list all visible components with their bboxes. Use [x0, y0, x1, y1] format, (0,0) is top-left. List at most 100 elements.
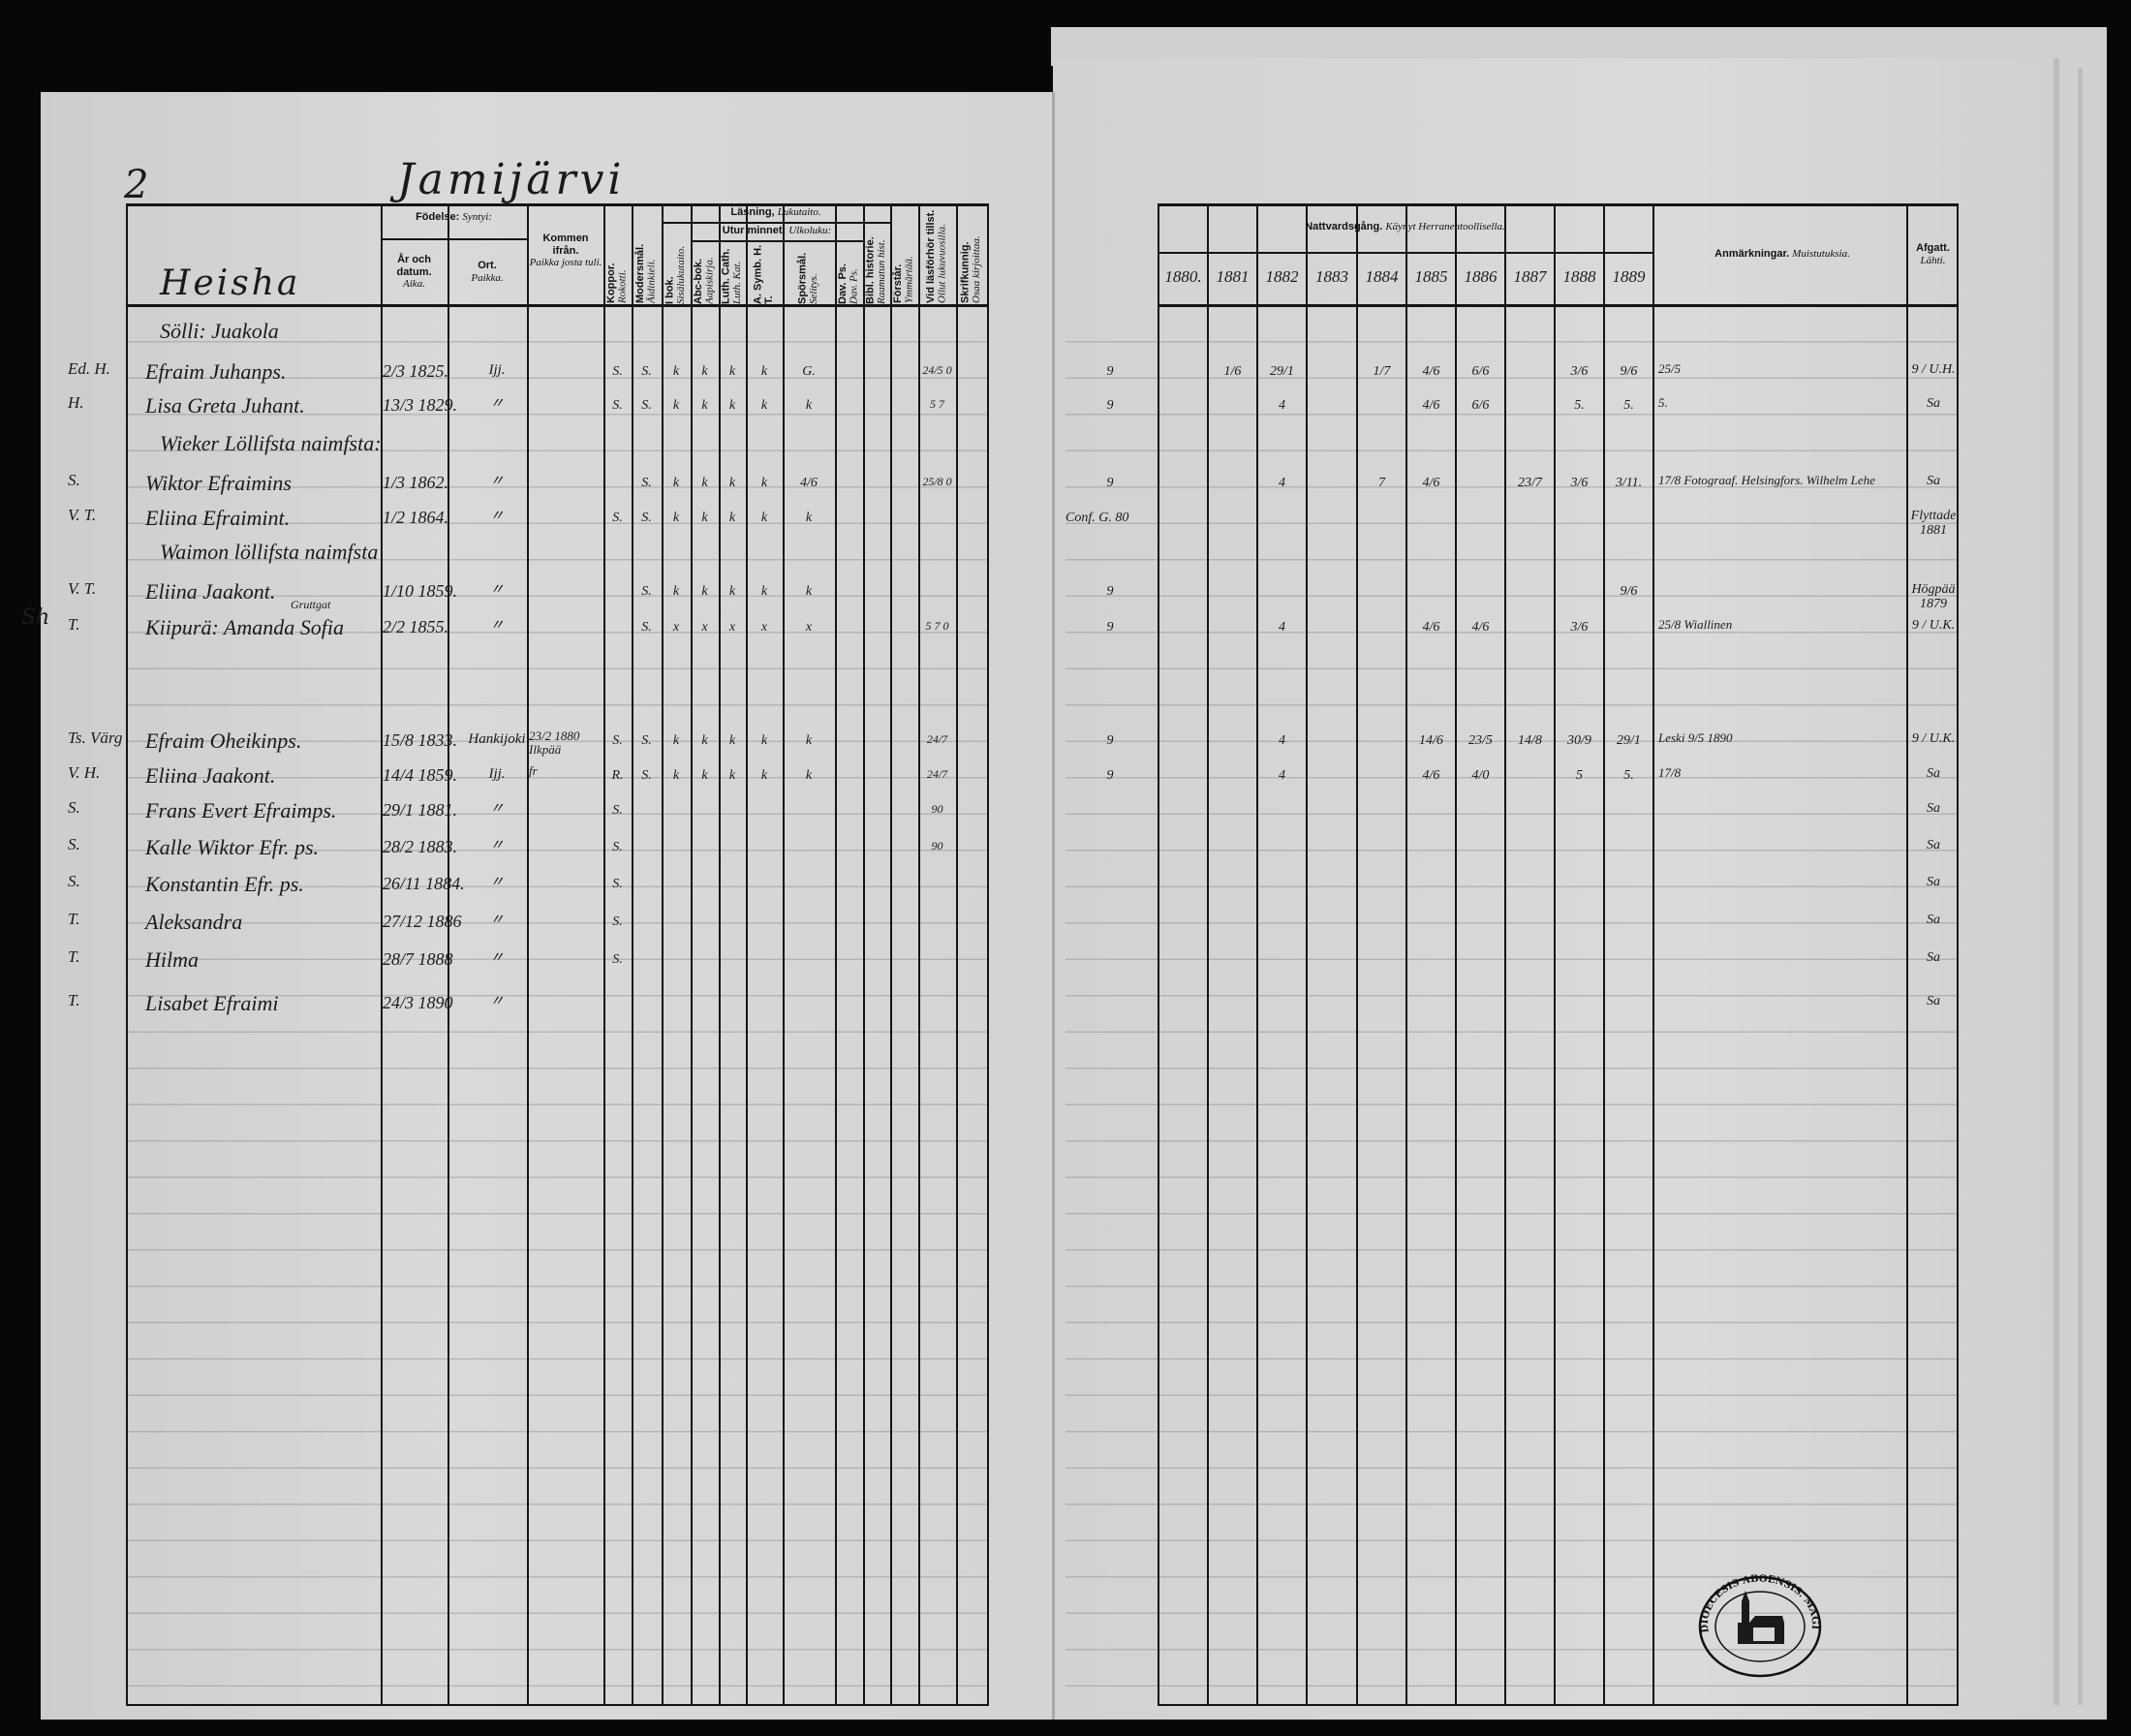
header-book: I bok. Sisälukutaito. — [662, 225, 691, 304]
reading-mark: k — [672, 511, 680, 525]
header-exam: Vid läsförhör tillst. Ollut lukuvuosilla. — [918, 206, 956, 303]
year-header: 1885 — [1414, 267, 1448, 286]
reading-mark: k — [805, 511, 813, 525]
column-rule — [1158, 203, 1159, 1706]
header-tongue-fi: Äidinkieli. — [645, 259, 658, 303]
reading-mark: k — [805, 584, 813, 599]
ruled-lines-left — [126, 306, 988, 1706]
column-rule — [126, 203, 128, 1706]
header-bible: Bibl. historie. Raamatun hist. — [863, 225, 890, 304]
header-place-label: Ort. — [478, 260, 497, 271]
header-writing-fi: Osaa kirjoittaa. — [971, 235, 982, 303]
header-abc-fi: Aapiskirja. — [703, 257, 716, 304]
header-date-fi: Aika. — [403, 278, 425, 291]
departure-note: Sa — [1927, 913, 1940, 927]
smallpox-mark: S. — [612, 840, 623, 854]
birth-place: 〃 — [489, 838, 505, 853]
column-rule — [1256, 203, 1258, 1706]
reading-mark: k — [728, 584, 736, 599]
departure-note: Sa — [1927, 950, 1940, 965]
left-page — [41, 92, 1053, 1720]
header-bottom-rule — [1158, 304, 1959, 307]
reading-mark: k — [672, 398, 680, 413]
year-header: 1884 — [1365, 267, 1399, 286]
year-header: 1886 — [1464, 267, 1498, 286]
communion-entry: 29/1 — [1617, 733, 1641, 748]
communion-entry: 3/11. — [1615, 476, 1643, 490]
birth-place: Hankijoki — [468, 731, 526, 747]
header-remarks-fi: Muistutuksia. — [1792, 248, 1850, 260]
confirmation-note: 9 — [1106, 584, 1114, 599]
smallpox-mark: S. — [612, 914, 623, 929]
header-luth: Luth. Cath. Luth. Kat. — [719, 242, 746, 304]
column-rule — [1652, 203, 1654, 1706]
communion-entry: 5. — [1574, 398, 1585, 413]
reading-mark: S. — [641, 584, 652, 599]
person-name: Wiktor Efraimins — [145, 471, 292, 495]
header-smallpox-fi: Rokotti. — [616, 269, 629, 303]
column-rule — [1356, 203, 1358, 1706]
header-date-label: År och datum. — [396, 254, 432, 278]
row-mark: V. H. — [68, 763, 101, 782]
row-mark: T. — [68, 947, 80, 966]
column-rule — [527, 203, 529, 1706]
row-mark: S. — [68, 798, 80, 817]
communion-entry: 23/5 — [1468, 733, 1493, 748]
bottom-rule — [126, 1704, 989, 1706]
birth-date: 2/3 1825. — [383, 361, 449, 381]
person-name: Frans Evert Efraimps. — [145, 798, 337, 822]
came-from: fr — [529, 763, 538, 778]
right-page — [1053, 58, 2107, 1720]
exam-note: 25/8 0 — [922, 475, 952, 488]
church-icon — [1738, 1591, 1784, 1644]
row-mark: T. — [68, 991, 80, 1009]
departure-note: Högpää 1879 — [1911, 582, 1956, 612]
person-name: Eliina Jaakont. — [145, 763, 276, 788]
reading-mark: k — [760, 398, 768, 413]
reading-mark: S. — [641, 511, 652, 525]
reading-mark: k — [728, 768, 736, 783]
column-rule — [1504, 203, 1506, 1706]
communion-entry: 6/6 — [1471, 398, 1490, 413]
birth-date: 2/2 1855. — [383, 617, 449, 636]
communion-entry: 1/7 — [1373, 364, 1391, 379]
reading-mark: k — [760, 584, 768, 599]
person-name: Lisa Greta Juhant. — [145, 393, 305, 418]
communion-entry: 4/6 — [1422, 768, 1440, 783]
row-mark: S. — [68, 471, 80, 489]
person-name: Eliina Jaakont. — [145, 579, 276, 604]
column-rule — [783, 203, 785, 1706]
exam-note: 90 — [931, 802, 943, 816]
row-mark: V. T. — [68, 506, 97, 524]
communion-entry: 3/6 — [1570, 620, 1589, 635]
header-bible-fi: Raamatun hist. — [876, 239, 887, 304]
birth-date: 28/2 1883. — [383, 837, 458, 856]
header-questions: Spörsmål. Selitys. — [783, 242, 835, 304]
reading-mark: k — [672, 733, 680, 748]
column-rule — [1603, 203, 1605, 1706]
communion-entry: 5. — [1623, 398, 1634, 413]
reading-mark: k — [672, 584, 680, 599]
page-edge — [2054, 58, 2059, 1705]
reading-mark: G. — [802, 364, 816, 379]
column-rule — [1554, 203, 1556, 1706]
column-rule — [603, 203, 605, 1706]
person-name: Efraim Juhanps. — [145, 359, 287, 384]
came-from: 23/2 1880 Ilkpää — [529, 728, 580, 758]
departure-note: Sa — [1927, 875, 1940, 889]
birth-date: 28/7 1888 — [383, 949, 453, 969]
communion-entry: 4/6 — [1471, 620, 1490, 635]
person-name: Hilma — [145, 947, 199, 972]
exam-note: 24/7 — [926, 767, 948, 781]
year-header: 1881 — [1216, 267, 1250, 286]
row-mark: S. — [68, 835, 80, 853]
remark: Leski 9/5 1890 — [1658, 730, 1733, 745]
person-name: Eliina Efraimint. — [145, 506, 291, 530]
page-fold — [1052, 92, 1055, 1720]
header-book-fi: Sisälukutaito. — [675, 245, 687, 304]
communion-entry: 5. — [1623, 768, 1634, 783]
smallpox-mark: S. — [612, 803, 623, 818]
header-symb: A. Symb. H. T. — [746, 242, 783, 304]
header-understands: Förstår. Ymmärtää. — [890, 206, 918, 303]
smallpox-mark: R. — [611, 768, 624, 783]
